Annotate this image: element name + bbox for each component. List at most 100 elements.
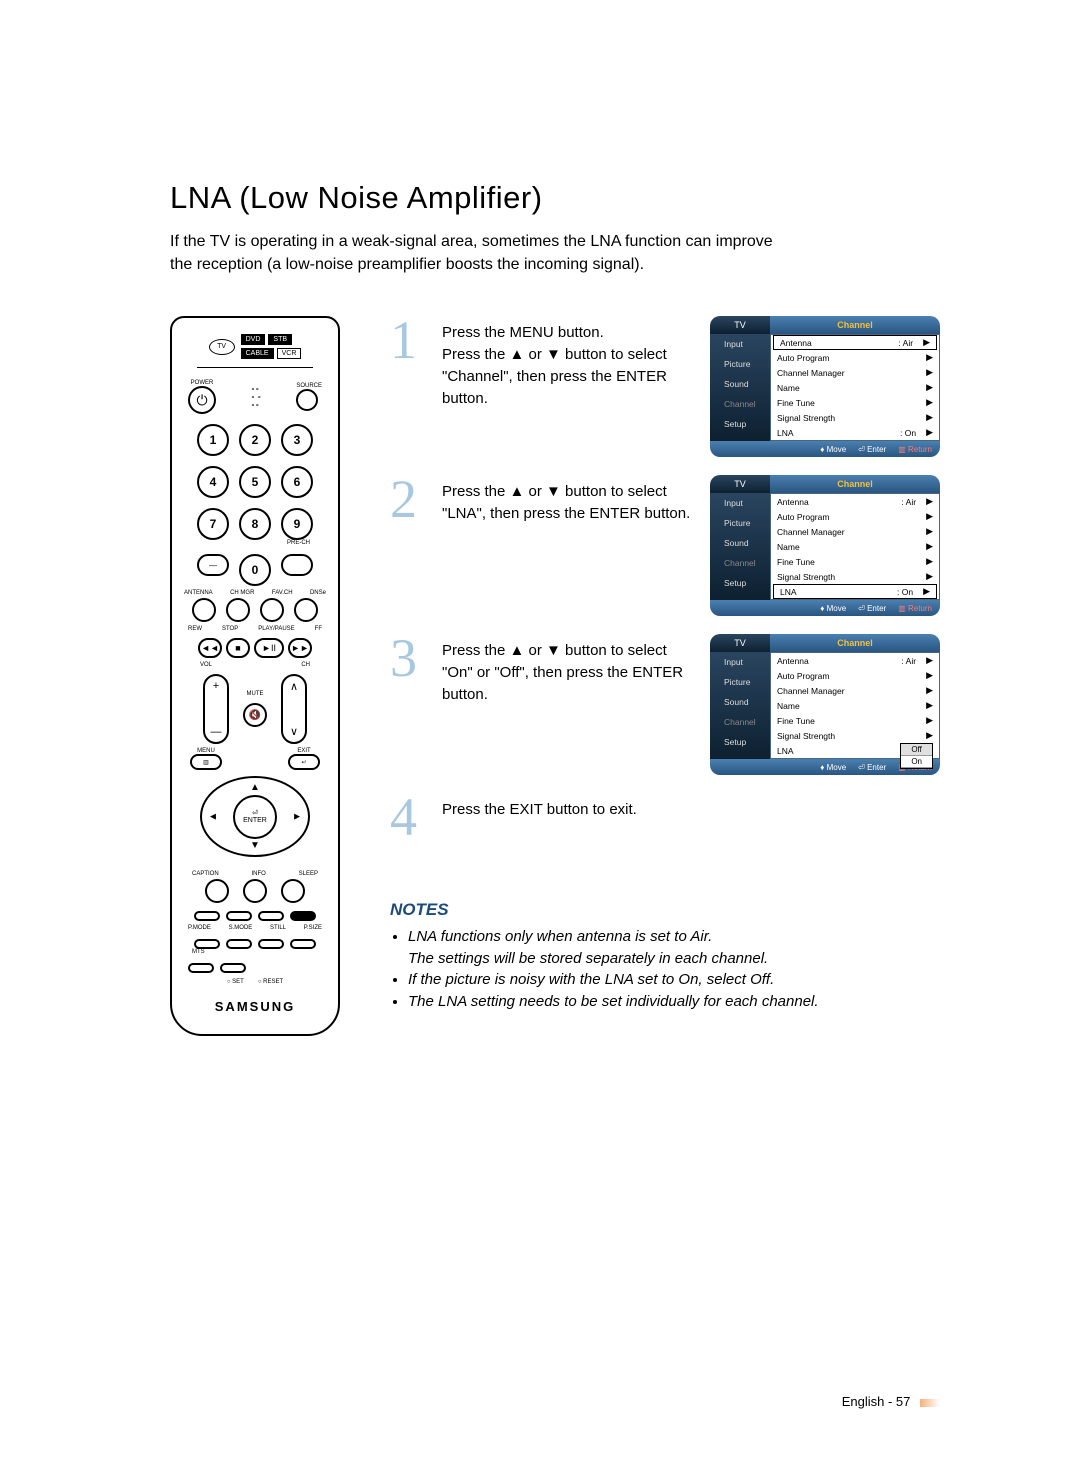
stop-label: STOP: [222, 626, 238, 632]
chmgr-label: CH MGR: [230, 590, 254, 596]
sleep-button: [281, 879, 305, 903]
osd-tab-setup: Setup: [710, 414, 770, 434]
smode-label: S.MODE: [229, 925, 253, 931]
rew-button: ◄◄: [198, 638, 222, 658]
num-8: 8: [239, 508, 271, 540]
info-button: [243, 879, 267, 903]
dash-button: —: [197, 554, 229, 576]
osd-2: TV Channel Input Picture Sound Channel S…: [710, 475, 940, 616]
footer-lang: English - 57: [842, 1394, 911, 1409]
vol-rocker: +—: [203, 674, 229, 744]
intro-text: If the TV is operating in a weak-signal …: [170, 230, 940, 276]
remote-dvd: DVD: [241, 334, 266, 345]
osd-item-lna-dd: LNA Off On: [771, 743, 939, 758]
notes-section: NOTES LNA functions only when antenna is…: [390, 900, 940, 1013]
osd-item-lna: LNA: On▶: [771, 425, 939, 440]
step-4-num: 4: [390, 793, 424, 842]
step-3-num: 3: [390, 634, 424, 775]
num-0: 0: [239, 554, 271, 586]
remote-illustration: TV DVD STB CABLE VCR: [170, 316, 340, 1036]
pmode-label: P.MODE: [188, 925, 211, 931]
info-label: INFO: [251, 871, 265, 877]
stop-button: ■: [226, 638, 250, 658]
enter-label: ENTER: [243, 817, 267, 824]
osd-dd-options: Off On: [900, 743, 933, 769]
caption-button: [205, 879, 229, 903]
ch-label: CH: [301, 662, 310, 668]
num-7: 7: [197, 508, 229, 540]
intro-line1: If the TV is operating in a weak-signal …: [170, 233, 773, 250]
step-4-text: Press the EXIT button to exit.: [442, 793, 940, 842]
favch-label: FAV.CH: [272, 590, 293, 596]
mts-button: [188, 963, 214, 973]
vol-label: VOL: [200, 662, 212, 668]
num-2: 2: [239, 424, 271, 456]
osd-return: Return: [908, 445, 932, 454]
ff-button: ►►: [288, 638, 312, 658]
page-title: LNA (Low Noise Amplifier): [170, 180, 940, 216]
step-1-num: 1: [390, 316, 424, 457]
osd-item-chmanager: Channel Manager▶: [771, 365, 939, 380]
osd-item-lna-sel: LNA: On▶: [773, 584, 937, 599]
step-3-text: Press the ▲ or ▼ button to select "On" o…: [442, 634, 692, 775]
ch-rocker: ∧∨: [281, 674, 307, 744]
reset-label: RESET: [263, 979, 283, 985]
mute-label: MUTE: [247, 691, 264, 697]
source-label: SOURCE: [296, 383, 322, 389]
remote-cable: CABLE: [241, 348, 274, 359]
osd-item-finetune: Fine Tune▶: [771, 395, 939, 410]
osd-item-antenna: Antenna: Air▶: [773, 335, 937, 350]
antenna-label: ANTENNA: [184, 590, 213, 596]
pill-4: [290, 911, 316, 921]
dnse-label: DNSe: [310, 590, 326, 596]
remote-stb: STB: [268, 334, 292, 345]
play-label: PLAY/PAUSE: [258, 626, 294, 632]
step-2-num: 2: [390, 475, 424, 616]
power-button: ⏻: [188, 386, 216, 414]
remote-vcr: VCR: [277, 348, 302, 359]
remote-tv-btn: TV: [209, 339, 235, 355]
dnse-button: [294, 598, 318, 622]
osd-item-signal: Signal Strength▶: [771, 410, 939, 425]
caption-label: CAPTION: [192, 871, 219, 877]
osd-tab-sound: Sound: [710, 374, 770, 394]
favch-button: [260, 598, 284, 622]
note-3: The LNA setting needs to be set individu…: [408, 991, 940, 1013]
chmgr-button: [226, 598, 250, 622]
pill-3: [258, 911, 284, 921]
osd-tab-input: Input: [710, 334, 770, 354]
psize-label: P.SIZE: [304, 925, 322, 931]
num-4: 4: [197, 466, 229, 498]
set-label: SET: [232, 979, 244, 985]
pmode-button: [194, 939, 220, 949]
osd-1: TV Channel Input Picture Sound Channel S…: [710, 316, 940, 457]
exit-button: ↵: [288, 754, 320, 770]
osd-enter: Enter: [867, 445, 886, 454]
note-2: If the picture is noisy with the LNA set…: [408, 969, 940, 991]
osd-tab-picture: Picture: [710, 354, 770, 374]
extra-button: [220, 963, 246, 973]
osd-dd-on: On: [901, 756, 932, 768]
num-1: 1: [197, 424, 229, 456]
mute-button: 🔇: [243, 703, 267, 727]
osd-move: Move: [827, 445, 847, 454]
osd-3: TV Channel Input Picture Sound Channel S…: [710, 634, 940, 775]
still-label: STILL: [270, 925, 286, 931]
notes-heading: NOTES: [390, 900, 940, 920]
osd-title: Channel: [770, 316, 940, 334]
prech-label: PRE-CH: [287, 540, 310, 546]
power-label: POWER: [188, 380, 216, 386]
mts-label: MTS: [192, 949, 205, 955]
pill-1: [194, 911, 220, 921]
brand-label: SAMSUNG: [215, 999, 295, 1014]
rew-label: REW: [188, 626, 202, 632]
play-button: ►II: [254, 638, 284, 658]
smode-button: [226, 939, 252, 949]
enter-button: ⏎ ENTER: [233, 795, 277, 839]
num-6: 6: [281, 466, 313, 498]
step-1-text: Press the MENU button. Press the ▲ or ▼ …: [442, 316, 692, 457]
antenna-button: [192, 598, 216, 622]
dpad: ▲ ▼ ◄ ► ⏎ ENTER: [200, 776, 310, 857]
footer-bar: [920, 1399, 940, 1407]
osd-item-name: Name▶: [771, 380, 939, 395]
